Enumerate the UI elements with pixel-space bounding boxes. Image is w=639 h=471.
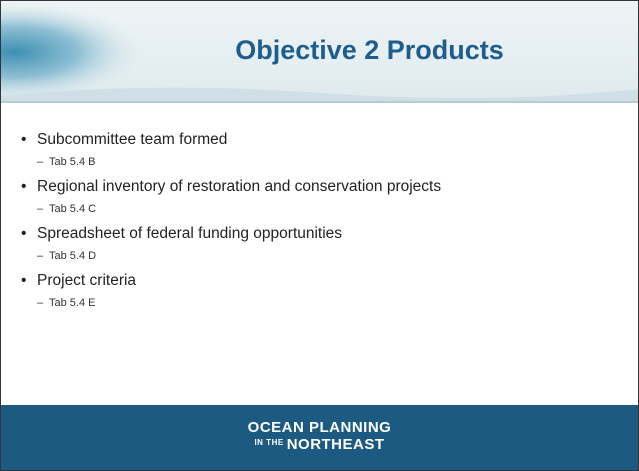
bullet-dot: • (21, 128, 26, 152)
sub-bullet-dash: – (37, 199, 43, 219)
bullet: • Subcommittee team formed (1, 128, 638, 152)
sub-bullet: –Tab 5.4 C (1, 199, 638, 222)
bullet-list: •Subcommittee team formed–Tab 5.4 B•Regi… (1, 128, 638, 316)
bullet-dot: • (21, 222, 26, 246)
slide: Objective 2 Products • Subcommittee team … (0, 0, 639, 471)
sub-bullet: –Tab 5.4 E (1, 293, 638, 316)
logo-line: OCEAN PLANNING (1, 419, 638, 436)
bullet-text: Project criteria (37, 272, 136, 289)
sub-bullet-dash: – (37, 152, 43, 172)
slide-title: Objective 2 Products (101, 35, 638, 66)
bullet: • Regional inventory of restoration and c… (1, 175, 638, 199)
sub-bullet-text: Tab 5.4 B (49, 156, 95, 168)
sub-bullet: –Tab 5.4 D (1, 246, 638, 269)
sub-bullet: –Tab 5.4 B (1, 152, 638, 175)
bullet-dot: • (21, 175, 26, 199)
sub-bullet-dash: – (37, 293, 43, 313)
sub-bullet-dash: – (37, 246, 43, 266)
sub-bullet-text: Tab 5.4 C (49, 203, 96, 215)
bullet-text: Regional inventory of restoration and co… (37, 178, 441, 195)
logo-small-text: IN THE (254, 438, 283, 447)
bullet: • Project criteria (1, 269, 638, 293)
sub-bullet-text: Tab 5.4 D (49, 250, 96, 262)
bullet-text: Subcommittee team formed (37, 131, 227, 148)
bullet: • Spreadsheet of federal funding opportun… (1, 222, 638, 246)
bullet-dot: • (21, 269, 26, 293)
logo-text: NORTHEAST (287, 436, 385, 453)
footer: OCEAN PLANNING IN THE NORTHEAST (1, 405, 638, 470)
sub-bullet-text: Tab 5.4 E (49, 297, 95, 309)
bullet-text: Spreadsheet of federal funding opportuni… (37, 225, 342, 242)
logo-line: IN THE NORTHEAST (1, 436, 638, 453)
logo-text: OCEAN PLANNING (248, 419, 392, 436)
